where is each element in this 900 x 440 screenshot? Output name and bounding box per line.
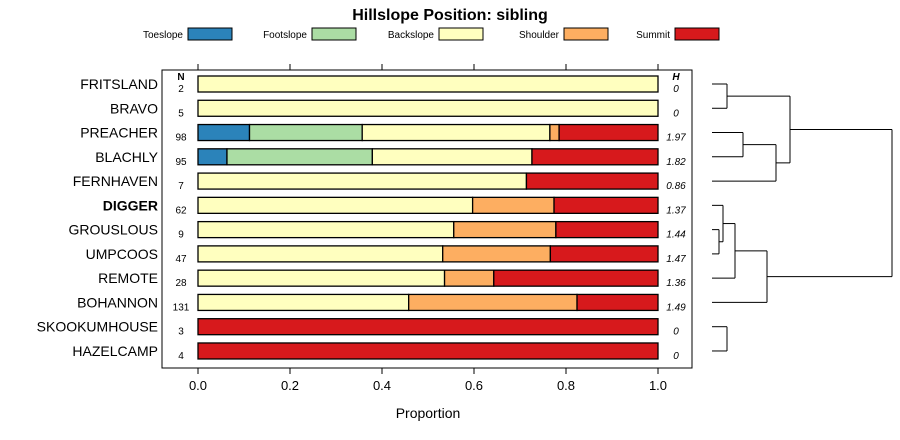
bar-segment-backslope — [197, 75, 659, 93]
bar-segment-summit — [558, 123, 659, 142]
x-tick-label: 0.4 — [373, 378, 391, 393]
bar-segment-backslope — [197, 269, 446, 287]
row-label: FRITSLAND — [80, 76, 158, 92]
bar-segment-summit — [555, 220, 659, 239]
bar-segment-summit — [197, 318, 659, 336]
row-label: BLACHLY — [95, 149, 158, 165]
legend-swatch-backslope — [438, 27, 484, 41]
plot-panel — [161, 69, 693, 369]
bar-segment-shoulder — [453, 220, 557, 239]
legend-label-toeslope: Toeslope — [143, 30, 183, 41]
x-axis: 0.0 0.2 0.4 0.6 0.8 1.0 — [189, 64, 667, 393]
legend-swatch-toeslope — [187, 27, 233, 41]
bar-segment-backslope — [197, 245, 444, 263]
bar-segment-summit — [197, 342, 659, 360]
row-n-value: 28 — [175, 278, 187, 289]
row-label: UMPCOOS — [86, 246, 158, 262]
bar-segment-toeslope — [197, 123, 251, 142]
bar-segment-backslope — [197, 196, 474, 215]
row-h-value: 0 — [673, 84, 679, 95]
row-n-value: 62 — [175, 205, 187, 216]
row-h-value: 0 — [673, 351, 679, 362]
bar-segment-summit — [549, 245, 659, 263]
legend-label-summit: Summit — [636, 30, 670, 41]
row-label: SKOOKUMHOUSE — [37, 319, 158, 335]
row-h-value: 1.47 — [666, 254, 686, 265]
row-n-value: 4 — [178, 351, 184, 362]
bar-segment-backslope — [361, 123, 551, 142]
bar-segment-shoulder — [443, 269, 495, 287]
row-label: BOHANNON — [77, 294, 158, 310]
row-n-value: 3 — [178, 327, 184, 338]
bar-segment-toeslope — [197, 148, 228, 166]
legend-swatch-footslope — [311, 27, 357, 41]
bar-segment-summit — [553, 196, 659, 215]
bar-segment-backslope — [197, 220, 455, 239]
row-n-value: 5 — [178, 108, 184, 119]
row-label: FERNHAVEN — [73, 173, 158, 189]
bar-segment-summit — [576, 293, 659, 312]
bar-segment-backslope — [197, 99, 659, 117]
legend-label-shoulder: Shoulder — [519, 30, 560, 41]
bar-segment-backslope — [197, 172, 528, 190]
row-label: REMOTE — [98, 270, 158, 286]
legend-swatch-shoulder — [563, 27, 609, 41]
row-label: BRAVO — [110, 100, 158, 116]
row-label: GROUSLOUS — [69, 222, 158, 238]
legend: Toeslope Footslope Backslope Shoulder Summit — [143, 27, 720, 41]
x-tick-label: 0.6 — [465, 378, 483, 393]
x-tick-label: 1.0 — [649, 378, 667, 393]
h-column-header: H — [672, 72, 680, 83]
bar-segment-shoulder — [471, 196, 555, 215]
chart-title: Hillslope Position: sibling — [352, 7, 548, 24]
row-h-value: 1.97 — [666, 133, 686, 144]
bar-segment-footslope — [226, 148, 373, 166]
bar-segment-shoulder — [408, 293, 578, 312]
row-n-value: 131 — [173, 302, 190, 313]
x-tick-label: 0.0 — [189, 378, 207, 393]
row-h-value: 1.49 — [666, 302, 686, 313]
bar-segment-footslope — [248, 123, 363, 142]
row-h-value: 0 — [673, 108, 679, 119]
chart-rows: FRITSLAND 2 0 BRAVO 5 0 PREACHER 98 1.97 BLACHLY 9… — [37, 75, 686, 362]
row-n-value: 7 — [178, 181, 184, 192]
x-tick-label: 0.8 — [557, 378, 575, 393]
x-tick-label: 0.2 — [281, 378, 299, 393]
row-h-value: 1.36 — [666, 278, 686, 289]
bar-segment-backslope — [371, 148, 533, 166]
bar-segment-summit — [525, 172, 659, 190]
bar-segment-summit — [531, 148, 659, 166]
bar-segment-backslope — [197, 293, 410, 312]
row-h-value: 1.82 — [666, 157, 686, 168]
row-n-value: 95 — [175, 157, 187, 168]
row-h-value: 0 — [673, 327, 679, 338]
row-label: DIGGER — [103, 197, 158, 213]
bar-segment-shoulder — [549, 123, 560, 142]
row-n-value: 2 — [178, 84, 184, 95]
bar-segment-summit — [493, 269, 659, 287]
legend-label-backslope: Backslope — [388, 30, 435, 41]
bar-segment-shoulder — [442, 245, 552, 263]
row-label: HAZELCAMP — [72, 343, 158, 359]
row-h-value: 0.86 — [666, 181, 686, 192]
row-label: PREACHER — [80, 125, 158, 141]
legend-label-footslope: Footslope — [263, 30, 307, 41]
x-axis-label: Proportion — [396, 405, 461, 421]
legend-swatch-summit — [674, 27, 720, 41]
row-h-value: 1.44 — [666, 230, 686, 241]
n-column-header: N — [177, 72, 184, 83]
row-n-value: 47 — [175, 254, 187, 265]
dendrogram — [712, 83, 893, 352]
row-h-value: 1.37 — [666, 205, 686, 216]
row-n-value: 9 — [178, 230, 184, 241]
row-n-value: 98 — [175, 133, 187, 144]
